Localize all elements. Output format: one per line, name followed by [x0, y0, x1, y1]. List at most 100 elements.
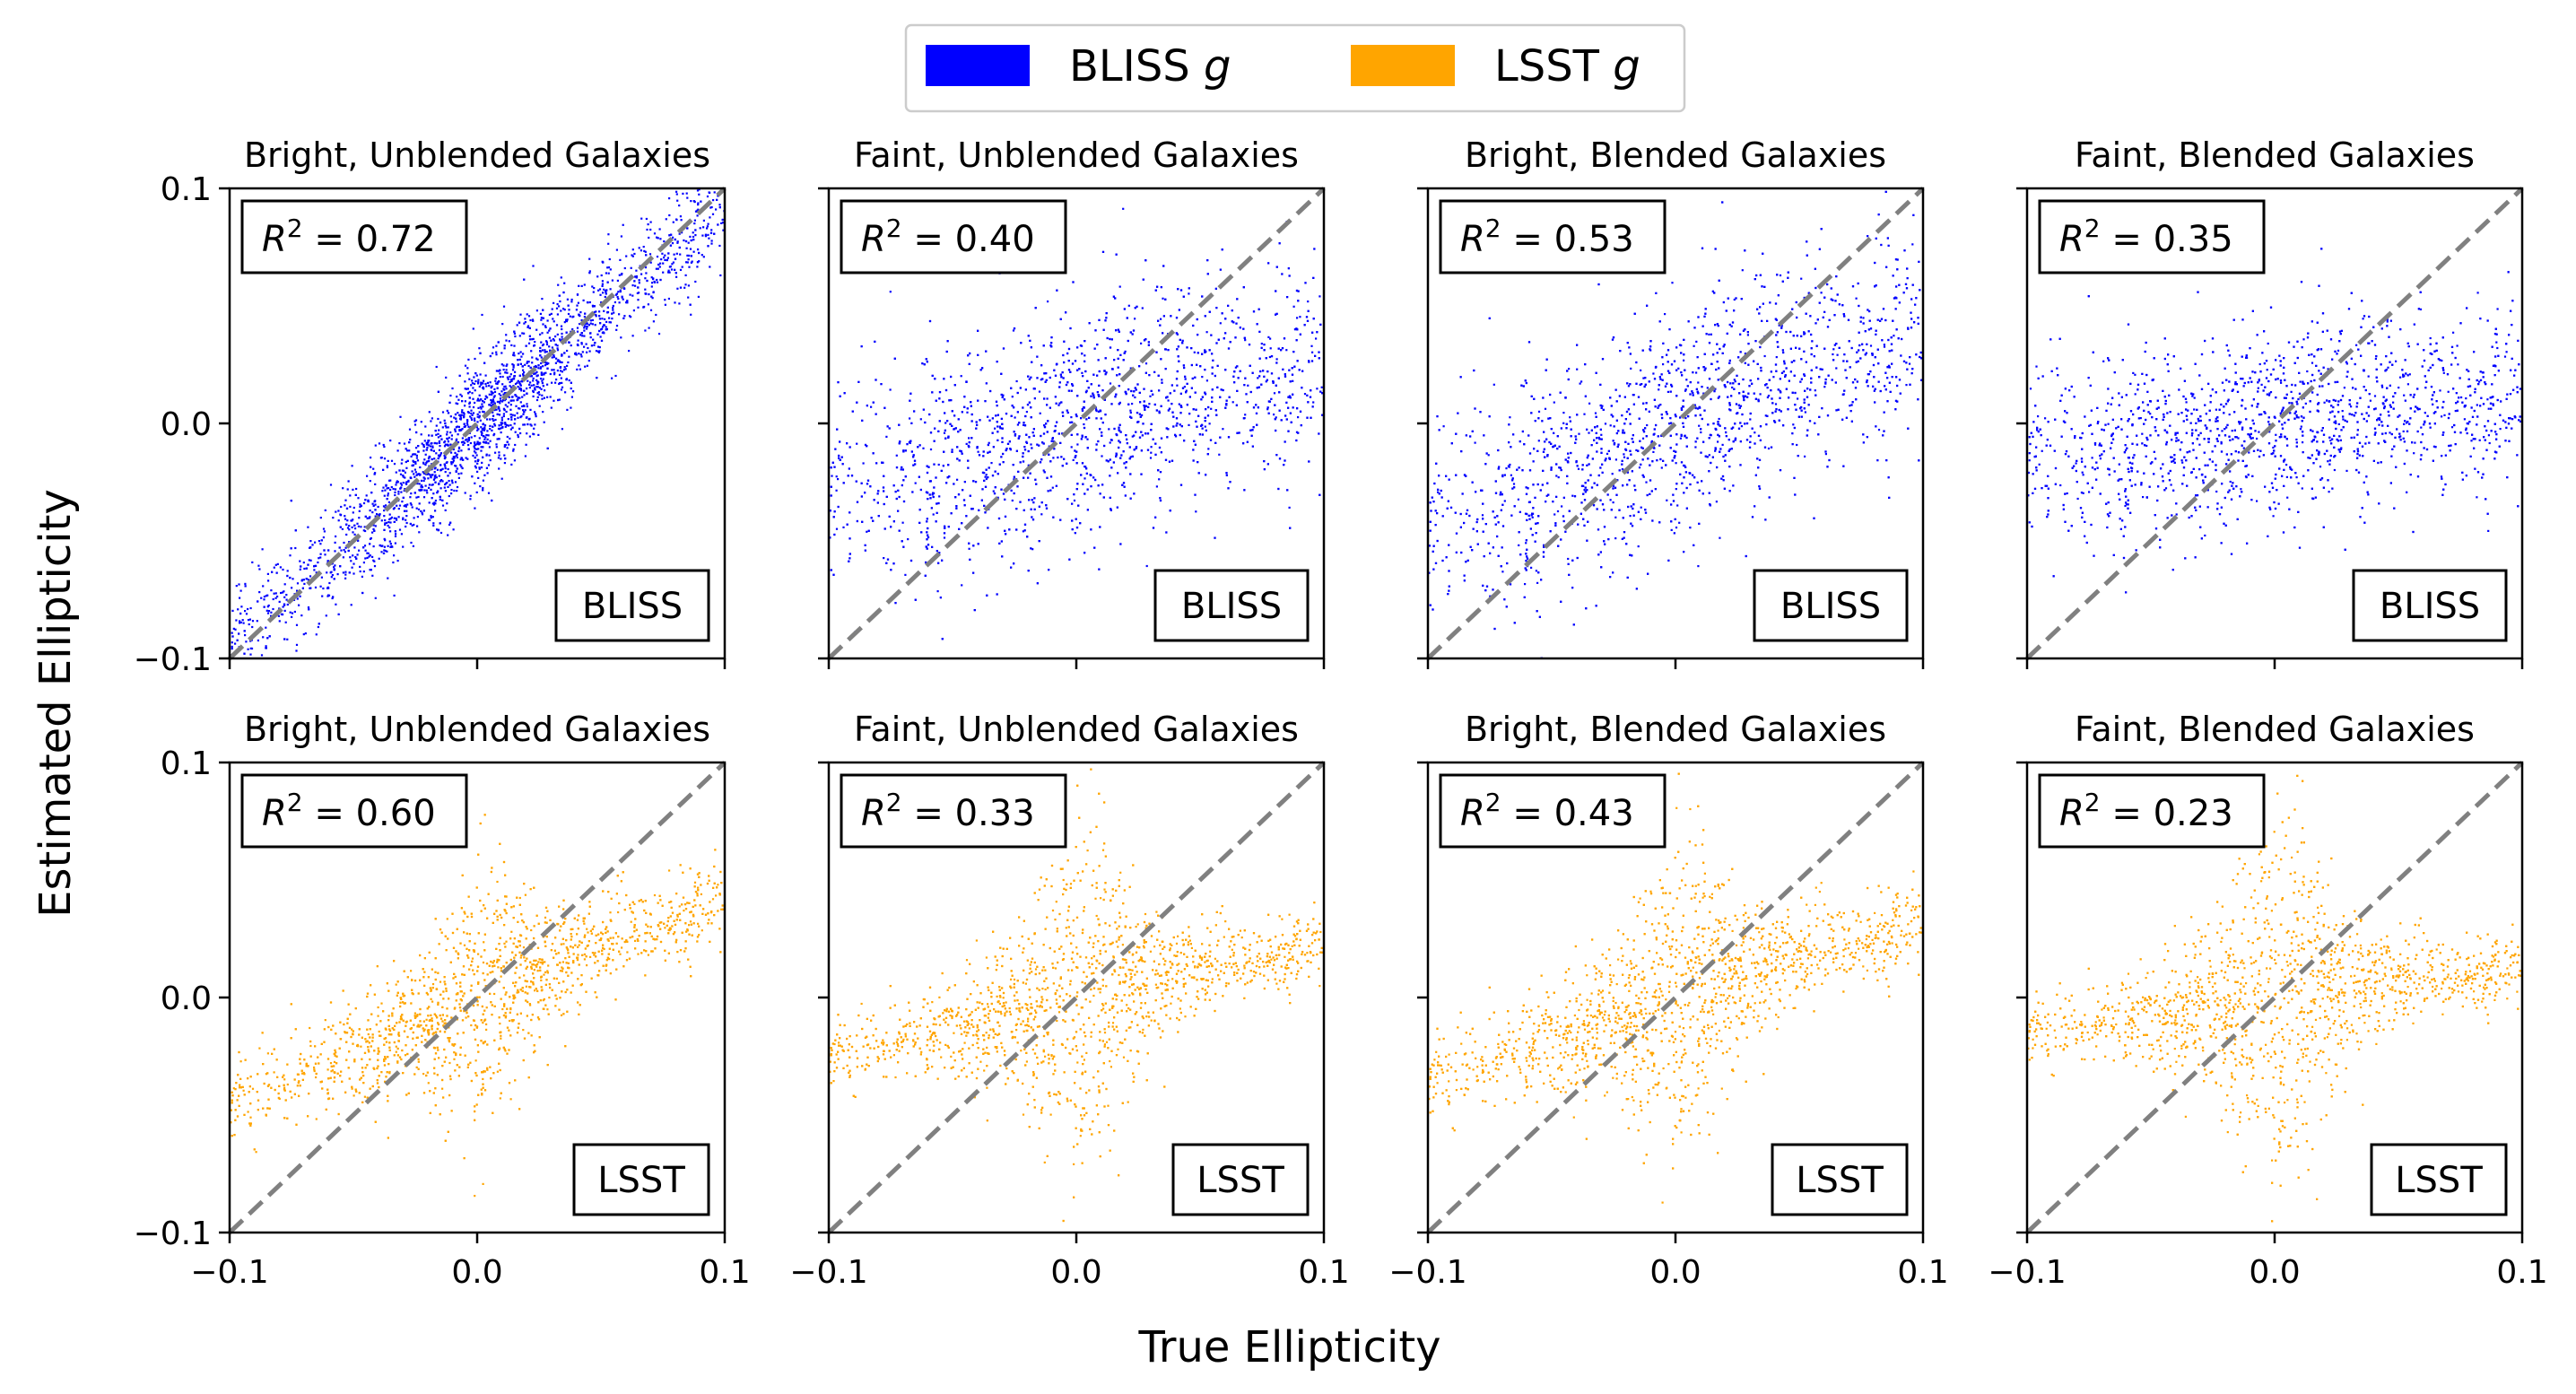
- scatter-point: [369, 516, 371, 518]
- scatter-point: [1206, 259, 1209, 262]
- scatter-point: [996, 473, 999, 475]
- scatter-point: [1288, 506, 1291, 509]
- scatter-point: [1177, 355, 1179, 358]
- scatter-point: [710, 229, 713, 231]
- scatter-point: [1260, 346, 1263, 349]
- scatter-point: [1277, 487, 1280, 491]
- scatter-point: [444, 467, 447, 470]
- scatter-point: [488, 393, 491, 396]
- scatter-point: [472, 412, 475, 414]
- scatter-point: [326, 587, 329, 589]
- scatter-point: [1090, 528, 1092, 531]
- scatter-point: [467, 358, 470, 361]
- scatter-point: [350, 560, 352, 562]
- scatter-point: [631, 255, 634, 257]
- scatter-point: [1062, 414, 1065, 417]
- scatter-point: [1118, 401, 1121, 405]
- scatter-point: [1039, 412, 1041, 414]
- scatter-point: [1054, 424, 1057, 428]
- scatter-point: [384, 549, 387, 553]
- scatter-point: [1252, 426, 1255, 429]
- scatter-point: [1071, 502, 1074, 505]
- scatter-point: [1239, 327, 1241, 329]
- scatter-point: [476, 421, 479, 423]
- scatter-point: [1076, 443, 1079, 446]
- scatter-point: [387, 521, 390, 524]
- scatter-point: [1083, 477, 1086, 480]
- scatter-point: [298, 604, 300, 606]
- scatter-point: [652, 291, 655, 294]
- scatter-point: [509, 414, 512, 416]
- scatter-point: [585, 343, 587, 345]
- scatter-point: [426, 492, 429, 494]
- scatter-point: [1280, 349, 1283, 352]
- scatter-point: [546, 367, 549, 370]
- scatter-point: [1150, 389, 1153, 392]
- scatter-point: [1245, 393, 1248, 396]
- scatter-point: [290, 500, 292, 502]
- scatter-point: [1056, 362, 1058, 365]
- scatter-point: [506, 435, 509, 439]
- scatter-point: [463, 414, 466, 417]
- scatter-point: [673, 253, 675, 256]
- scatter-point: [1034, 478, 1037, 481]
- scatter-point: [363, 545, 367, 547]
- scatter-point: [1001, 440, 1004, 443]
- scatter-point: [461, 400, 464, 403]
- scatter-point: [936, 590, 939, 593]
- scatter-point: [1296, 407, 1299, 410]
- scatter-point: [532, 389, 535, 392]
- scatter-point: [1128, 446, 1131, 449]
- scatter-point: [1152, 527, 1155, 529]
- scatter-point: [423, 440, 426, 442]
- scatter-point: [518, 388, 521, 390]
- scatter-point: [498, 400, 500, 403]
- scatter-point: [504, 404, 507, 406]
- scatter-point: [1027, 449, 1030, 453]
- scatter-point: [531, 318, 535, 321]
- scatter-point: [508, 443, 510, 446]
- scatter-point: [283, 596, 286, 598]
- scatter-point: [1046, 404, 1049, 406]
- scatter-point: [1127, 388, 1130, 391]
- scatter-point: [388, 518, 391, 521]
- scatter-point: [890, 569, 892, 571]
- scatter-point: [866, 530, 868, 533]
- scatter-point: [487, 442, 490, 445]
- scatter-point: [1127, 403, 1130, 405]
- scatter-point: [551, 308, 553, 310]
- scatter-point: [405, 518, 407, 521]
- scatter-point: [1269, 347, 1272, 350]
- scatter-point: [492, 419, 495, 422]
- scatter-point: [963, 504, 966, 507]
- scatter-point: [1099, 409, 1101, 412]
- scatter-point: [1022, 530, 1024, 533]
- scatter-point: [508, 396, 510, 398]
- scatter-point: [1124, 494, 1127, 497]
- scatter-point: [1032, 501, 1035, 504]
- scatter-point: [432, 522, 435, 525]
- scatter-point: [1094, 329, 1097, 332]
- scatter-point: [482, 410, 484, 413]
- scatter-point: [656, 236, 658, 239]
- scatter-point: [1249, 364, 1251, 367]
- r2-exponent: 2: [287, 213, 303, 243]
- scatter-point: [514, 335, 517, 338]
- scatter-point: [1191, 377, 1194, 380]
- scatter-point: [870, 517, 873, 519]
- scatter-point: [466, 419, 469, 422]
- scatter-point: [617, 298, 620, 301]
- scatter-point: [559, 338, 561, 341]
- scatter-point: [454, 413, 457, 416]
- scatter-point: [1023, 476, 1025, 479]
- scatter-point: [437, 417, 439, 421]
- scatter-point: [1292, 351, 1295, 353]
- scatter-point: [720, 222, 723, 224]
- scatter-point: [578, 284, 580, 287]
- scatter-point: [1083, 340, 1086, 343]
- scatter-point: [991, 475, 995, 477]
- scatter-point: [1315, 337, 1318, 340]
- scatter-point: [534, 411, 536, 414]
- scatter-point: [1051, 438, 1054, 440]
- scatter-point: [417, 508, 421, 510]
